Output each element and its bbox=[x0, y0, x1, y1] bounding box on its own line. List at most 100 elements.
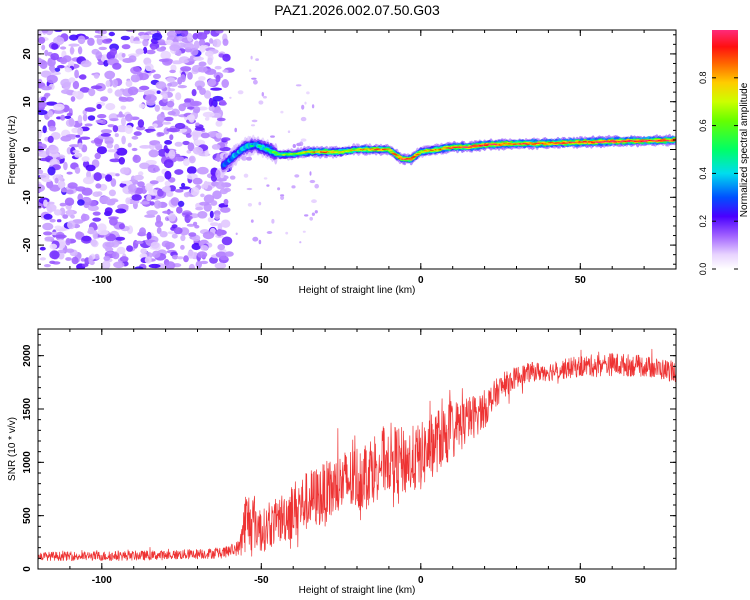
noise-blob bbox=[171, 224, 178, 229]
noise-blob bbox=[159, 231, 168, 238]
noise-blob bbox=[164, 180, 171, 187]
ridge-cell bbox=[388, 149, 393, 151]
noise-blob bbox=[202, 111, 215, 118]
noise-blob bbox=[93, 73, 100, 79]
noise-blob bbox=[193, 40, 200, 50]
noise-blob bbox=[199, 260, 209, 265]
noise-blob bbox=[45, 147, 50, 156]
noise-blob bbox=[186, 173, 198, 180]
noise-blob bbox=[112, 79, 118, 88]
ridge-cell bbox=[377, 148, 382, 150]
noise-blob bbox=[68, 117, 75, 127]
noise-blob bbox=[46, 74, 58, 84]
noise-blob bbox=[222, 38, 229, 46]
noise-blob bbox=[171, 254, 179, 260]
noise-blob bbox=[182, 140, 190, 146]
noise-blob bbox=[143, 46, 148, 54]
noise-blob bbox=[87, 205, 99, 212]
colorbar-label: Normalized spectral amplitude bbox=[739, 82, 750, 217]
noise-blob bbox=[127, 86, 139, 96]
noise-blob bbox=[139, 162, 150, 170]
noise-blob bbox=[57, 249, 66, 254]
noise-blob bbox=[95, 183, 102, 189]
noise-blob bbox=[68, 77, 76, 83]
noise-blob bbox=[179, 186, 191, 190]
noise-blob bbox=[209, 256, 218, 264]
snr-y-label: SNR (10 * v/v) bbox=[7, 417, 18, 481]
snr-panel: -100 -50 0 50 0 500 1000 1500 2000 Height of st… bbox=[7, 328, 677, 596]
noise-blob bbox=[193, 56, 205, 61]
noise-blob bbox=[258, 201, 262, 206]
noise-blob bbox=[184, 98, 191, 104]
noise-blob bbox=[131, 135, 139, 140]
noise-blob bbox=[277, 187, 281, 191]
noise-blob bbox=[42, 125, 47, 134]
noise-blob bbox=[220, 206, 231, 213]
noise-blob bbox=[292, 144, 296, 148]
noise-blob bbox=[92, 217, 102, 222]
noise-blob bbox=[49, 218, 56, 223]
noise-blob bbox=[166, 191, 174, 197]
noise-blob bbox=[114, 89, 123, 97]
noise-blob bbox=[38, 30, 42, 38]
noise-blob bbox=[144, 256, 152, 264]
snr-x-label: Height of straight line (km) bbox=[299, 585, 416, 596]
noise-blob bbox=[174, 30, 183, 35]
noise-blob bbox=[216, 228, 223, 237]
noise-blob bbox=[186, 166, 197, 175]
noise-blob bbox=[64, 115, 72, 120]
noise-blob bbox=[215, 132, 223, 139]
noise-blob bbox=[77, 127, 84, 136]
x-tick-label: -100 bbox=[92, 575, 112, 586]
noise-blob bbox=[114, 143, 120, 151]
noise-blob bbox=[39, 157, 51, 162]
y-tick-label: 10 bbox=[22, 96, 33, 108]
noise-blob bbox=[170, 197, 180, 206]
noise-blob bbox=[82, 109, 88, 115]
noise-blob bbox=[156, 47, 166, 52]
noise-blob bbox=[214, 262, 227, 269]
noise-blob bbox=[39, 257, 47, 261]
noise-blob bbox=[125, 197, 131, 205]
noise-blob bbox=[181, 30, 189, 37]
noise-blob bbox=[72, 80, 80, 90]
spectrogram-y-ticks: -20 -10 0 10 20 bbox=[22, 34, 676, 265]
noise-blob bbox=[304, 214, 309, 217]
noise-blob bbox=[72, 150, 80, 153]
noise-blob bbox=[70, 96, 76, 102]
noise-blob bbox=[126, 245, 133, 252]
noise-blob bbox=[144, 214, 156, 218]
noise-blob bbox=[287, 130, 291, 133]
noise-blob bbox=[95, 51, 103, 60]
noise-blob bbox=[207, 78, 217, 87]
noise-blob bbox=[77, 199, 85, 206]
noise-blob bbox=[80, 213, 90, 222]
noise-blob bbox=[82, 113, 88, 122]
noise-blob bbox=[142, 39, 149, 47]
noise-blob bbox=[128, 55, 137, 63]
noise-blob bbox=[100, 133, 111, 137]
ridge-cell bbox=[574, 141, 580, 143]
y-tick-label: 1500 bbox=[22, 397, 33, 420]
colorbar-ticks: 0.0 0.2 0.4 0.6 0.8 bbox=[698, 72, 738, 275]
noise-blob bbox=[149, 180, 159, 185]
ridge-cell bbox=[249, 145, 254, 147]
noise-blob bbox=[66, 171, 73, 175]
ridge-cell bbox=[273, 151, 278, 154]
noise-blob bbox=[134, 187, 144, 194]
ridge-cell bbox=[415, 154, 420, 156]
noise-blob bbox=[188, 232, 197, 237]
noise-blob bbox=[193, 106, 201, 114]
noise-blob bbox=[81, 263, 89, 268]
noise-blob bbox=[139, 85, 150, 91]
noise-blob bbox=[44, 49, 49, 57]
noise-blob bbox=[69, 34, 79, 41]
noise-blob bbox=[183, 255, 189, 263]
noise-blob bbox=[246, 156, 252, 161]
noise-blob bbox=[208, 97, 213, 107]
noise-blob bbox=[75, 231, 83, 239]
noise-blob bbox=[296, 142, 302, 147]
noise-blob bbox=[139, 253, 148, 259]
